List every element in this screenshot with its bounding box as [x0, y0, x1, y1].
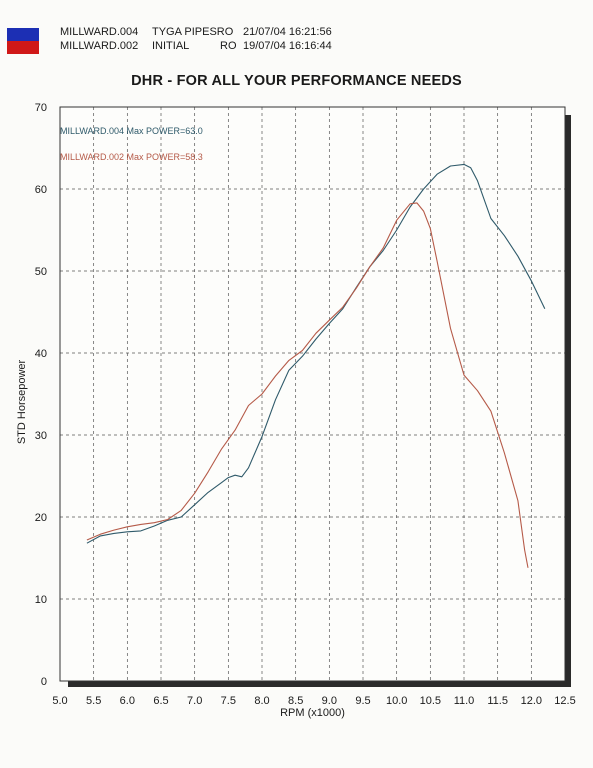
report-header: MILLWARD.004 TYGA PIPESRO 21/07/04 16:21… [0, 0, 593, 60]
plot-frame [59, 106, 566, 682]
x-tick-label: 7.5 [221, 695, 236, 707]
plot-area [60, 107, 565, 681]
flag-blue-stripe [7, 28, 39, 41]
run-date: 21/07/04 16:21:56 [243, 26, 332, 38]
x-tick-label: 7.0 [187, 695, 202, 707]
run-file: MILLWARD.004 [60, 26, 139, 38]
run-code: RO [220, 40, 237, 52]
series-line-millward-004 [86, 163, 546, 544]
x-axis-label: RPM (x1000) [280, 707, 345, 719]
x-tick-label: 9.0 [322, 695, 337, 707]
x-tick-label: 12.5 [554, 695, 575, 707]
y-tick-label: 20 [35, 512, 47, 524]
x-tick-labels: 5.0 5.5 6.0 6.5 7.0 7.5 8.0 8.5 9.0 9.5 10.0 10.5 11… [52, 695, 575, 707]
chart-title: DHR - FOR ALL YOUR PERFORMANCE NEEDS [131, 73, 462, 89]
y-tick-label: 70 [35, 102, 47, 114]
plot-shadow-bottom [68, 681, 571, 687]
x-tick-label: 12.0 [521, 695, 542, 707]
x-tick-label: 8.0 [254, 695, 269, 707]
x-tick-label: 10.5 [420, 695, 441, 707]
y-tick-label: 30 [35, 430, 47, 442]
flag-icon [7, 28, 39, 54]
x-tick-label: 6.0 [120, 695, 135, 707]
x-tick-label: 11.5 [487, 695, 508, 707]
x-tick-label: 9.5 [355, 695, 370, 707]
legend-entry-millward-002: MILLWARD.002 Max POWER=58.3 [60, 152, 203, 162]
x-tick-label: 6.5 [153, 695, 168, 707]
x-tick-label: 5.0 [52, 695, 67, 707]
y-tick-label: 0 [41, 676, 47, 688]
x-tick-label: 8.5 [288, 695, 303, 707]
y-tick-label: 50 [35, 266, 47, 278]
run-description: TYGA PIPESRO [152, 26, 234, 38]
y-tick-labels: 0 10 20 30 40 50 60 70 [35, 102, 47, 688]
x-tick-label: 10.0 [386, 695, 407, 707]
x-tick-label: 5.5 [86, 695, 101, 707]
grid-lines [60, 107, 565, 681]
run-line-2: MILLWARD.002 INITIAL RO 19/07/04 16:16:4… [60, 40, 332, 112]
flag-red-stripe [7, 41, 39, 54]
plot-shadow-right [565, 115, 571, 687]
series-group [86, 163, 546, 568]
y-tick-label: 10 [35, 594, 47, 606]
x-tick-label: 11.0 [454, 695, 475, 707]
run-line-1: MILLWARD.004 TYGA PIPESRO 21/07/04 16:21… [60, 26, 332, 86]
run-file: MILLWARD.002 [60, 40, 139, 52]
series-line-millward-002 [86, 202, 529, 568]
y-tick-label: 40 [35, 348, 47, 360]
y-axis-label: STD Horsepower [16, 359, 28, 444]
y-tick-label: 60 [35, 184, 47, 196]
run-description: INITIAL [152, 40, 190, 52]
legend-entry-millward-004: MILLWARD.004 Max POWER=63.0 [60, 126, 203, 136]
run-date: 19/07/04 16:16:44 [243, 40, 332, 52]
